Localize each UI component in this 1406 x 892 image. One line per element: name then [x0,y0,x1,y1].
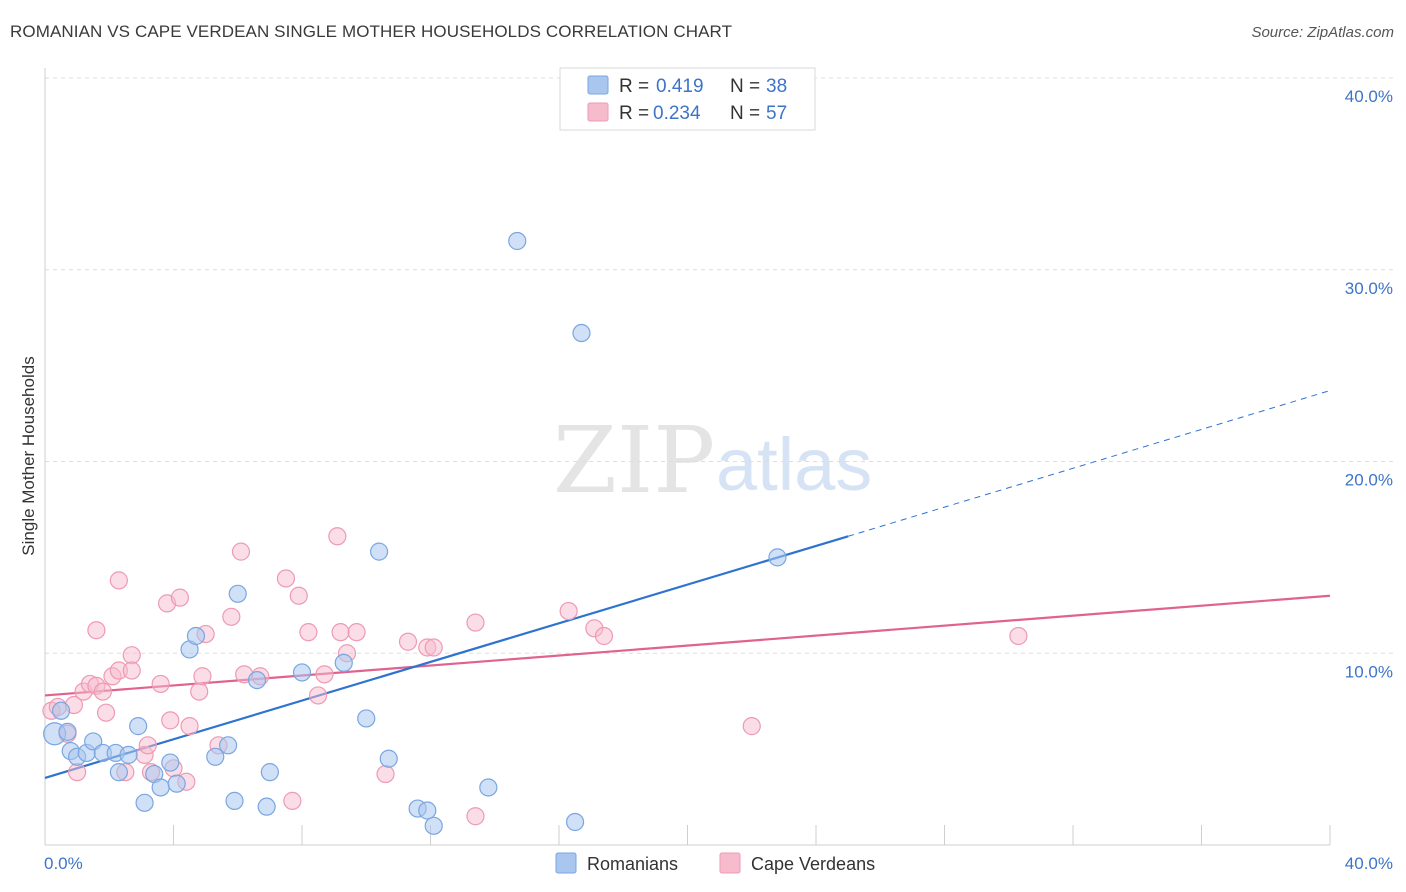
legend-r-label-pink: R = [619,103,649,124]
legend-n-label-pink: N = [730,103,760,124]
series-label-cape-verdeans: Cape Verdeans [751,854,875,874]
romanian-point-38 [768,548,787,567]
cape-verdean-points [42,527,1028,826]
romanian-point-15 [161,753,180,772]
cape-verdean-point-50 [466,613,485,632]
trend-line-romanians [44,535,849,779]
cape-verdean-point-10 [96,703,116,722]
cape-verdean-point-46 [398,632,418,651]
romanian-point-33 [424,816,443,835]
cape-verdean-point-54 [742,717,761,736]
romanian-point-32 [418,801,437,820]
cape-verdean-point-24 [170,588,190,607]
cape-verdean-point-4 [68,763,87,782]
cape-verdean-point-9 [93,682,112,701]
cape-verdean-point-45 [376,764,395,784]
romanian-point-12 [135,793,154,812]
y-tick-label-1: 20.0% [1345,471,1393,490]
cape-verdean-point-55 [1009,626,1028,646]
cape-verdean-point-44 [347,623,366,642]
series-label-romanians: Romanians [587,854,678,874]
source-credit: Source: ZipAtlas.com [1251,24,1394,41]
cape-verdean-point-20 [151,674,170,694]
legend-n-label-blue: N = [730,76,760,97]
legend-r-value-blue: 0.419 [656,76,704,97]
cape-verdean-point-39 [308,686,328,705]
romanian-point-25 [260,763,279,782]
cape-verdean-point-32 [231,542,251,561]
cape-verdean-point-41 [328,527,347,546]
romanian-point-1 [51,701,71,720]
cape-verdean-point-40 [315,665,334,684]
cape-verdean-point-16 [122,661,141,680]
romanian-point-36 [565,812,585,832]
romanian-point-10 [109,763,128,782]
romanian-point-9 [119,745,138,764]
y-tick-labels: 10.0% 20.0% 30.0% 40.0% [1345,87,1393,681]
correlation-legend: R = 0.419 N = 38 R = 0.234 N = 57 [559,67,816,131]
romanian-point-28 [357,709,376,728]
y-tick-label-3: 40.0% [1345,87,1393,106]
legend-swatch-blue [587,75,609,95]
legend-n-value-pink: 57 [766,103,787,124]
cape-verdean-point-15 [122,646,141,665]
cape-verdean-point-13 [109,571,128,590]
cape-verdean-point-22 [161,711,180,730]
legend-n-value-blue: 38 [766,76,787,97]
romanian-point-11 [129,717,148,736]
cape-verdean-point-37 [289,586,308,605]
romanian-point-18 [186,626,206,646]
legend-r-value-pink: 0.234 [653,103,701,124]
cape-verdean-point-31 [222,607,241,626]
cape-verdean-point-35 [276,569,296,588]
romanian-point-2 [58,722,77,741]
romanian-point-21 [225,791,244,810]
romanian-point-16 [167,774,186,793]
cape-verdean-point-49 [466,807,485,826]
series-swatch-romanians [555,852,577,874]
series-legend: Romanians Cape Verdeans [555,852,875,874]
romanian-points [43,231,787,835]
gridlines [45,77,1393,654]
series-swatch-cape-verdeans [719,852,741,874]
x-tick-label-min: 0.0% [44,854,83,873]
chart-title: ROMANIAN VS CAPE VERDEAN SINGLE MOTHER H… [10,22,733,41]
romanian-point-37 [572,323,591,343]
cape-verdean-point-38 [299,623,318,642]
cape-verdean-point-28 [193,667,212,686]
cape-verdean-point-42 [331,623,350,642]
romanian-point-27 [334,653,353,672]
legend-swatch-pink [587,102,609,122]
cape-verdean-point-53 [594,626,614,646]
legend-r-label-blue: R = [619,76,649,97]
cape-verdean-point-26 [180,717,199,736]
cape-verdean-point-8 [87,621,106,640]
cape-verdean-point-51 [559,601,578,621]
romanian-point-26 [292,663,312,682]
x-tick-label-max: 40.0% [1345,854,1393,873]
romanian-point-29 [370,542,389,561]
watermark-atlas: atlas [716,423,872,506]
romanian-point-24 [257,797,276,816]
cape-verdean-point-36 [283,791,302,810]
trend-line-romanians-extension [847,390,1331,537]
y-tick-label-0: 10.0% [1345,662,1393,681]
romanian-point-23 [247,670,267,690]
y-axis-title: Single Mother Households [19,356,38,555]
watermark-zip: ZIP [553,407,715,514]
cape-verdean-point-18 [138,736,157,755]
romanian-point-35 [508,231,527,251]
romanian-point-19 [206,747,225,766]
romanian-point-20 [219,736,238,755]
watermark: ZIP atlas [553,407,872,514]
romanian-point-14 [151,778,170,797]
romanian-point-30 [379,749,398,768]
y-tick-label-2: 30.0% [1345,279,1393,298]
cape-verdean-point-27 [190,682,209,701]
cape-verdean-point-48 [424,638,443,657]
romanian-point-22 [228,584,247,603]
romanian-point-34 [479,778,498,797]
